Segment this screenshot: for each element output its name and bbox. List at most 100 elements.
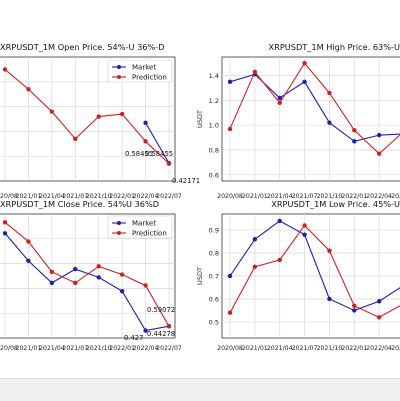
series-line-market: [229, 73, 400, 142]
data-point-prediction: [277, 100, 282, 106]
data-point-prediction: [277, 257, 282, 263]
x-tick-label: 2021/07: [62, 193, 88, 200]
data-point-prediction: [96, 264, 101, 269]
legend-swatch-marker: [117, 75, 121, 79]
y-axis-label: USDT: [196, 267, 204, 285]
data-point-prediction: [352, 127, 357, 133]
data-point-market: [96, 275, 101, 280]
x-tick-label: 2020/08: [0, 193, 18, 200]
series-line-prediction: [229, 224, 400, 318]
series-line-market: [229, 220, 400, 312]
x-tick-label: 2022/04: [133, 193, 159, 200]
data-label: 0.59072: [147, 306, 175, 314]
x-tick-label: 2021/10: [317, 345, 343, 352]
data-point-market: [277, 95, 282, 101]
series-line-prediction: [229, 62, 400, 155]
chart-title: XRPUSDT_1M Open Price. 54%-U 36%-D: [0, 42, 165, 52]
legend-label: Prediction: [132, 74, 167, 82]
x-tick-label: 2021/01: [242, 345, 268, 352]
x-tick-label: 2021/04: [39, 345, 65, 352]
data-point-prediction: [352, 303, 357, 309]
data-point-market: [376, 299, 382, 304]
y-tick-label: 1.2: [209, 97, 219, 105]
data-point-prediction: [143, 139, 148, 144]
data-point-prediction: [302, 61, 307, 66]
legend-swatch-marker: [117, 65, 121, 69]
x-tick-label: 2021/04: [267, 193, 293, 200]
x-tick-label: 2020/08: [0, 345, 18, 352]
x-tick-label: 2021/01: [16, 345, 42, 352]
x-tick-label: 2021/04: [39, 193, 65, 200]
x-tick-label: 2022/01: [341, 345, 367, 352]
data-point-prediction: [26, 239, 31, 244]
x-tick-label: 2022/04: [366, 345, 392, 352]
series-line-prediction: [4, 221, 170, 327]
x-tick-label: 2020/08: [217, 193, 243, 200]
data-point-market: [252, 237, 258, 242]
data-point-market: [327, 120, 332, 125]
data-point-market: [119, 288, 125, 294]
x-tick-label: 2021/07: [292, 345, 318, 352]
y-tick-label: 1.0: [209, 122, 219, 130]
legend-label: Market: [132, 220, 156, 228]
chart-title: XRPUSDT_1M High Price. 63%-U: [269, 42, 400, 52]
data-label: 0.58455: [145, 150, 173, 158]
chart-figure: XRPUSDT_1M Open Price. 54%-U 36%-D 2020/0…: [0, 42, 400, 352]
x-tick-label: 2022/01: [109, 345, 135, 352]
data-point-prediction: [166, 324, 172, 329]
data-label: 0.44278: [147, 330, 175, 338]
x-tick-label: 2022/07: [391, 193, 400, 200]
data-point-market: [73, 266, 78, 272]
chart-title: XRPUSDT_1M Close Price. 54%U 36%D: [0, 199, 159, 209]
data-point-market: [143, 120, 148, 126]
x-tick-label: 2022/04: [366, 193, 392, 200]
data-point-prediction: [119, 272, 125, 277]
data-point-prediction: [252, 69, 258, 75]
data-point-prediction: [143, 283, 148, 288]
data-point-prediction: [327, 248, 332, 253]
data-point-market: [327, 296, 332, 302]
data-point-market: [352, 139, 357, 144]
x-tick-label: 2021/04: [267, 345, 293, 352]
data-point-prediction: [227, 126, 233, 132]
data-point-prediction: [2, 220, 8, 225]
y-tick-label: 1.4: [209, 72, 219, 80]
data-point-market: [2, 231, 8, 236]
data-point-market: [227, 79, 233, 85]
data-point-market: [376, 132, 382, 138]
data-point-prediction: [49, 269, 55, 275]
x-tick-label: 2022/01: [341, 193, 367, 200]
x-tick-label: 2022/07: [156, 193, 182, 200]
data-point-prediction: [26, 87, 31, 92]
bottom-scrollbar-area[interactable]: [0, 378, 400, 401]
data-point-market: [143, 328, 148, 333]
data-point-market: [302, 79, 307, 85]
plot-area: [221, 56, 400, 182]
data-point-market: [26, 258, 31, 264]
y-tick-label: 0.7: [209, 273, 219, 281]
x-tick-label: 2021/07: [292, 193, 318, 200]
x-tick-label: 2022/07: [156, 345, 182, 352]
x-tick-label: 2020/08: [217, 345, 243, 352]
series-line-prediction: [4, 68, 170, 165]
x-tick-label: 2021/10: [86, 345, 112, 352]
x-tick-label: 2022/04: [133, 345, 159, 352]
x-tick-label: 2021/10: [317, 193, 343, 200]
data-point-prediction: [376, 151, 382, 156]
y-axis-label: USDT: [196, 110, 204, 128]
x-tick-label: 2022/07: [391, 345, 400, 352]
data-point-prediction: [376, 315, 382, 320]
data-point-prediction: [252, 264, 258, 270]
data-point-market: [302, 232, 307, 237]
data-point-market: [227, 273, 233, 279]
legend-swatch-marker: [117, 231, 121, 235]
data-point-prediction: [96, 114, 101, 119]
y-tick-label: 0.5: [209, 318, 219, 326]
y-tick-label: 0.6: [209, 171, 219, 179]
data-point-market: [49, 280, 55, 286]
x-tick-label: 2021/01: [16, 193, 42, 200]
legend-label: Market: [132, 64, 156, 72]
x-tick-label: 2021/01: [242, 193, 268, 200]
data-point-prediction: [2, 67, 8, 72]
